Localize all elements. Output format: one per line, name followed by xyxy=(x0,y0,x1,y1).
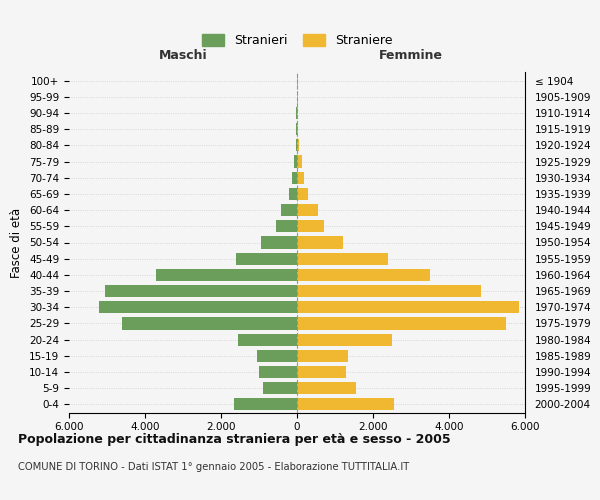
Bar xyxy=(297,382,356,394)
Bar xyxy=(105,285,297,297)
Bar xyxy=(236,252,297,265)
Bar xyxy=(297,140,299,151)
Bar xyxy=(297,172,304,184)
Text: Popolazione per cittadinanza straniera per età e sesso - 2005: Popolazione per cittadinanza straniera p… xyxy=(18,432,451,446)
Bar xyxy=(297,398,394,410)
Bar xyxy=(297,318,506,330)
Bar xyxy=(296,123,297,135)
Bar xyxy=(297,220,323,232)
Bar xyxy=(297,301,519,314)
Text: Maschi: Maschi xyxy=(158,50,208,62)
Bar xyxy=(281,204,297,216)
Bar xyxy=(297,285,481,297)
Bar xyxy=(263,382,297,394)
Bar xyxy=(122,318,297,330)
Bar xyxy=(297,366,346,378)
Bar xyxy=(297,107,298,119)
Text: Femmine: Femmine xyxy=(379,50,443,62)
Bar xyxy=(261,236,297,248)
Bar xyxy=(292,172,297,184)
Bar xyxy=(289,188,297,200)
Bar xyxy=(100,301,297,314)
Bar xyxy=(297,204,318,216)
Bar xyxy=(294,156,297,168)
Bar xyxy=(257,350,297,362)
Bar xyxy=(297,350,348,362)
Y-axis label: Fasce di età: Fasce di età xyxy=(10,208,23,278)
Bar xyxy=(296,140,297,151)
Bar xyxy=(259,366,297,378)
Bar xyxy=(235,398,297,410)
Bar xyxy=(297,156,302,168)
Text: COMUNE DI TORINO - Dati ISTAT 1° gennaio 2005 - Elaborazione TUTTITALIA.IT: COMUNE DI TORINO - Dati ISTAT 1° gennaio… xyxy=(18,462,409,472)
Bar xyxy=(276,220,297,232)
Bar xyxy=(157,269,297,281)
Bar xyxy=(297,188,308,200)
Bar xyxy=(297,236,343,248)
Bar xyxy=(297,334,392,345)
Legend: Stranieri, Straniere: Stranieri, Straniere xyxy=(199,31,395,50)
Y-axis label: Anni di nascita: Anni di nascita xyxy=(597,199,600,286)
Bar xyxy=(238,334,297,345)
Bar xyxy=(297,269,430,281)
Bar xyxy=(297,252,388,265)
Bar xyxy=(297,123,298,135)
